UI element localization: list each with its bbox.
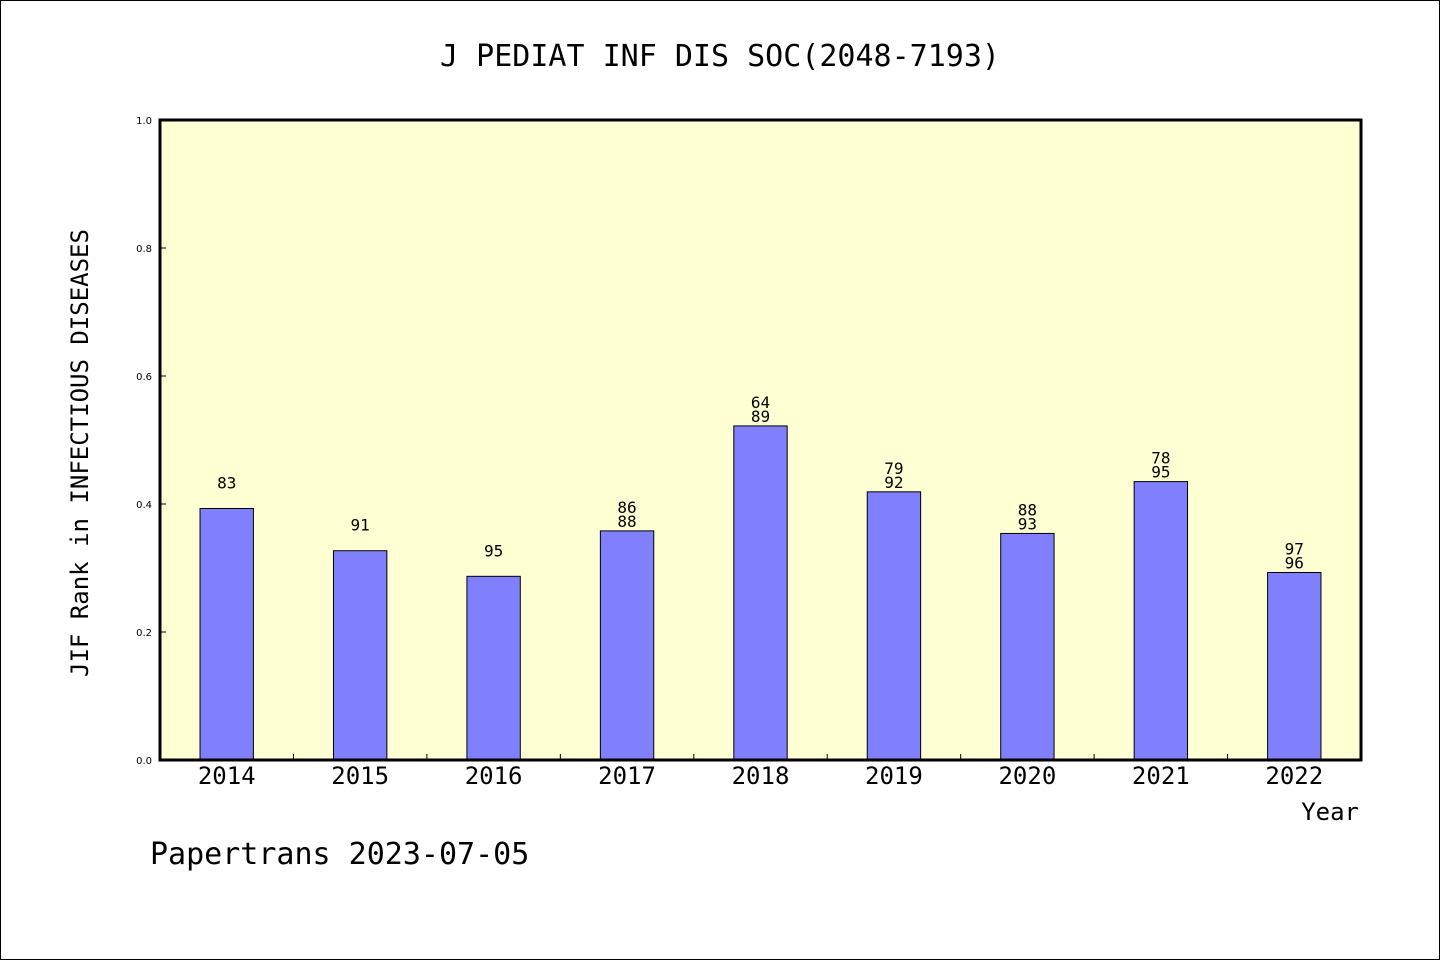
x-tick-label-2021: 2021 [1132, 762, 1190, 790]
bar-label-2022-1: 97 [1285, 539, 1304, 558]
bar-label-2014-1: 83 [217, 473, 236, 492]
x-tick-label-2020: 2020 [998, 762, 1056, 790]
x-tick-label-2017: 2017 [598, 762, 656, 790]
x-tick-label-2022: 2022 [1265, 762, 1323, 790]
bar-2022 [1267, 571, 1322, 761]
y-tick-label-0.0: 0.0 [136, 756, 152, 767]
bar-2019 [866, 491, 922, 761]
x-tick-label-2014: 2014 [198, 762, 256, 790]
bar-label-2017-2: 88 [617, 512, 636, 531]
bar-2015 [332, 550, 388, 761]
bar-label-2022-2: 96 [1285, 553, 1304, 572]
y-tick-label-0.6: 0.6 [136, 372, 152, 383]
bar-label-2019-2: 92 [884, 473, 903, 492]
y-tick-label-0.4: 0.4 [136, 500, 152, 511]
bar-2017 [599, 530, 655, 761]
bar-label-2016-1: 95 [484, 541, 503, 560]
bar-label-2021-2: 95 [1151, 463, 1170, 482]
x-tick-label-2015: 2015 [331, 762, 389, 790]
x-tick-label-2016: 2016 [465, 762, 523, 790]
ticks-group: 2014 2015 2016 2017 2018 2019 2020 2021 2022 0.0 0… [136, 116, 1323, 790]
chart-title: J PEDIAT INF DIS SOC(2048-7193) [440, 39, 1000, 74]
bar-label-2019-1: 79 [884, 459, 903, 478]
plot-border [158, 118, 1363, 762]
x-tick-label-2019: 2019 [865, 762, 923, 790]
bar-label-2018-2: 89 [751, 407, 770, 426]
bar-label-2020-2: 93 [1018, 514, 1037, 533]
x-axis-label: Year [1301, 798, 1359, 826]
bar-2020 [1000, 532, 1055, 761]
bar-2018 [733, 425, 788, 761]
footer-text: Papertrans 2023-07-05 [150, 837, 529, 872]
bar-2014 [199, 507, 254, 761]
y-tick-label-0.2: 0.2 [136, 628, 152, 639]
bar-label-2018-1: 64 [751, 393, 770, 412]
bar-label-2021-1: 78 [1151, 449, 1170, 468]
bar-2016 [466, 575, 521, 761]
bar-label-2015-1: 91 [351, 516, 370, 535]
bar-label-2017-1: 86 [617, 498, 636, 517]
bar-2021 [1133, 481, 1189, 761]
bar-label-2020-1: 88 [1018, 500, 1037, 519]
y-tick-label-0.8: 0.8 [136, 244, 152, 255]
y-axis-label: JIF Rank in INFECTIOUS DISEASES [66, 229, 94, 677]
y-tick-label-1.0: 1.0 [136, 116, 152, 127]
x-tick-label-2018: 2018 [732, 762, 790, 790]
